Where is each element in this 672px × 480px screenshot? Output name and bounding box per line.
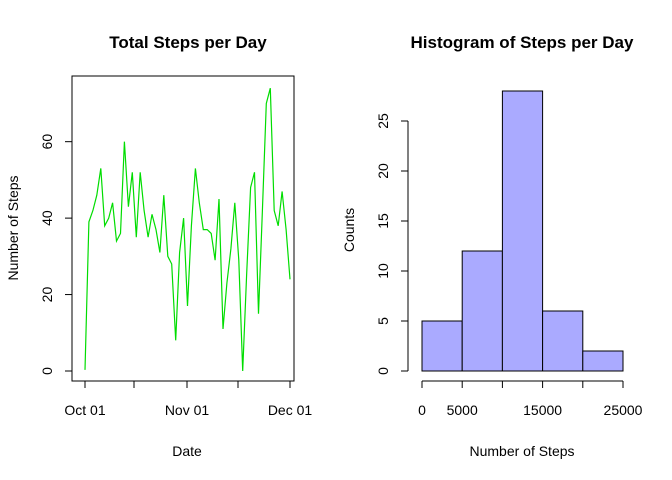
line-chart-x-tick-label: Oct 01: [64, 402, 105, 418]
line-chart-plot-frame: [71, 75, 295, 382]
histogram-x-tick-label: 15000: [523, 402, 562, 418]
histogram-y-tick-label: 5: [375, 317, 391, 325]
line-chart-x-label: Date: [172, 443, 202, 459]
histogram-x-tick-label: 25000: [604, 402, 643, 418]
histogram-y-tick-label: 10: [375, 263, 391, 279]
histogram-bars: [421, 90, 624, 372]
line-chart-y-tick-label: 20: [39, 287, 55, 303]
histogram-y-tick-label: 0: [375, 367, 391, 375]
histogram-y-label: Counts: [341, 208, 357, 252]
line-chart-x-axis: Oct 01 Nov 01 Dec 01: [64, 380, 313, 418]
line-chart-y-tick-label: 60: [39, 134, 55, 150]
line-chart-x-tick-label: Nov 01: [165, 402, 210, 418]
histogram-bar: [461, 250, 503, 372]
histogram-bar: [582, 350, 624, 372]
line-chart-y-axis: 0 20 40 60: [39, 134, 73, 375]
histogram-y-tick-label: 20: [375, 163, 391, 179]
histogram-x-label: Number of Steps: [469, 443, 574, 459]
histogram-bar: [501, 90, 544, 372]
line-chart-y-label: Number of Steps: [5, 175, 21, 280]
line-chart-y-tick-label: 40: [39, 210, 55, 226]
line-chart-panel: Total Steps per Day Oct 01 Nov 01 Dec 01 0…: [5, 33, 312, 459]
histogram-x-axis: 0 5000 15000 25000: [418, 380, 643, 418]
histogram-bar: [421, 320, 463, 372]
steps-series-line: [84, 88, 291, 372]
line-chart-x-tick-label: Dec 01: [268, 402, 313, 418]
line-chart-y-tick-label: 0: [39, 367, 55, 375]
histogram-title: Histogram of Steps per Day: [411, 33, 634, 52]
histogram-y-tick-label: 25: [375, 113, 391, 129]
histogram-x-tick-label: 5000: [447, 402, 478, 418]
histogram-x-tick-label: 0: [418, 402, 426, 418]
histogram-bar: [542, 310, 584, 372]
histogram-y-tick-label: 15: [375, 213, 391, 229]
line-chart-title: Total Steps per Day: [109, 33, 267, 52]
histogram-panel: Histogram of Steps per Day 0 5000 15000 250…: [341, 33, 643, 459]
histogram-y-axis: 0 5 10 15 20 25: [375, 113, 409, 375]
